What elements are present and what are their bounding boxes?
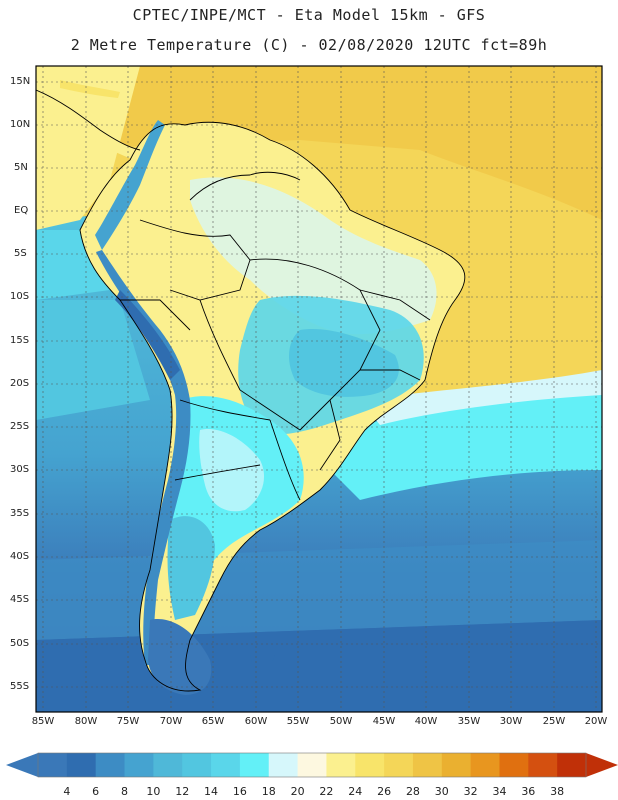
colorbar-label: 30 [434,785,449,798]
colorbar-label: 24 [348,785,363,798]
colorbar-label: 6 [92,785,100,798]
lat-label: 45S [10,594,30,605]
colorbar-label: 38 [550,785,565,798]
lon-label: 75W [116,716,140,727]
lon-label: 60W [244,716,268,727]
lon-label: 50W [329,716,353,727]
lon-label: 55W [286,716,310,727]
colorbar-label: 4 [63,785,71,798]
colorbar-label: 10 [146,785,161,798]
lat-label: 5N [14,162,28,173]
lon-label: 80W [74,716,98,727]
colorbar-label: 36 [521,785,536,798]
colorbar-label: 18 [261,785,276,798]
lat-label: 15S [10,335,30,346]
lat-label: 30S [10,464,30,475]
lat-label: 50S [10,638,30,649]
lat-label: 35S [10,508,30,519]
lat-label: 10N [10,119,31,130]
title-line-2: 2 Metre Temperature (C) - 02/08/2020 12U… [70,36,548,54]
colorbar-label: 22 [319,785,334,798]
colorbar-label: 8 [121,785,129,798]
lat-label: 10S [10,291,30,302]
lat-label: 5S [14,248,27,259]
colorbar-label: 26 [377,785,392,798]
lat-label: 20S [10,378,30,389]
lon-label: 25W [542,716,566,727]
lon-label: 30W [499,716,523,727]
lon-label: 85W [31,716,55,727]
graticule [36,66,602,712]
lat-label: EQ [14,205,29,216]
lon-label: 20W [584,716,608,727]
lon-label: 35W [457,716,481,727]
colorbar-label: 20 [290,785,305,798]
colorbar-label: 34 [492,785,507,798]
colorbar-label: 12 [175,785,190,798]
colorbar-label: 32 [463,785,478,798]
colorbar-label: 28 [405,785,420,798]
title-line-1: CPTEC/INPE/MCT - Eta Model 15km - GFS [132,6,486,24]
lon-label: 40W [414,716,438,727]
lat-label: 15N [10,76,31,87]
country-borders [36,89,466,692]
lat-label: 55S [10,681,30,692]
lon-label: 45W [372,716,396,727]
lat-label: 25S [10,421,30,432]
lon-label: 65W [201,716,225,727]
lat-label: 40S [10,551,30,562]
colorbar-label: 14 [204,785,219,798]
andes-cold-band [95,120,165,250]
map-frame [35,65,603,713]
lon-label: 70W [159,716,183,727]
colorbar-label: 16 [232,785,247,798]
